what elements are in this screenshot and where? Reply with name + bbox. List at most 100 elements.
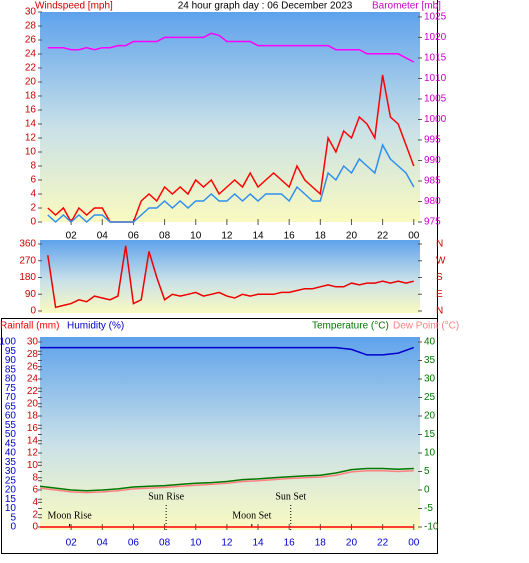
x-tick-label: 10 bbox=[190, 538, 202, 549]
y-tick-label: 10 bbox=[25, 147, 37, 158]
y2-tick-label: 40 bbox=[424, 337, 436, 348]
y-tick-label: 18 bbox=[25, 91, 37, 102]
y2-tick-label: S bbox=[436, 272, 443, 283]
x-tick-label: 18 bbox=[315, 538, 327, 549]
y-tick-label: 360 bbox=[19, 239, 36, 250]
series-line bbox=[47, 143, 415, 224]
y3-tick-label: 100 bbox=[0, 337, 16, 348]
y-tick-label: 8 bbox=[30, 161, 36, 172]
y3-tick-label: 65 bbox=[5, 401, 17, 412]
x-tick-label: 04 bbox=[97, 231, 109, 242]
sun-event: Sun Set bbox=[275, 491, 306, 502]
y-tick-label: 2 bbox=[30, 203, 36, 214]
x-tick-label: 20 bbox=[346, 231, 358, 242]
series-line bbox=[39, 470, 414, 494]
y3-tick-label: 35 bbox=[5, 457, 17, 468]
y2-tick-label: 5 bbox=[424, 466, 430, 477]
y2-tick-label: W bbox=[436, 255, 446, 266]
y3-tick-label: 30 bbox=[5, 466, 17, 477]
y3-tick-label: 55 bbox=[5, 420, 17, 431]
y-tick-label: 12 bbox=[27, 448, 39, 459]
y-tick-label: 30 bbox=[25, 7, 37, 18]
y2-tick-label: 20 bbox=[424, 411, 436, 422]
y3-tick-label: 80 bbox=[5, 374, 17, 385]
y-tick-label: 26 bbox=[25, 35, 37, 46]
y2-label: Barometer [mb] bbox=[372, 1, 441, 12]
y-tick-label: 22 bbox=[25, 63, 37, 74]
x-tick-label: 12 bbox=[221, 538, 233, 549]
y-tick-label: 28 bbox=[27, 349, 39, 360]
series-line bbox=[39, 467, 414, 492]
y3-tick-label: 75 bbox=[5, 383, 17, 394]
x-tick-label: 22 bbox=[377, 538, 389, 549]
y3-tick-label: 45 bbox=[5, 438, 17, 449]
y2-tick-label: 1015 bbox=[424, 53, 447, 64]
y2-tick-label: 35 bbox=[424, 355, 436, 366]
y3-tick-label: 60 bbox=[5, 411, 17, 422]
y2-tick-label: N bbox=[436, 306, 443, 317]
y-tick-label: 2 bbox=[32, 509, 38, 520]
y-tick-label: 20 bbox=[27, 398, 39, 409]
y3-tick-label: 20 bbox=[5, 485, 17, 496]
x-tick-label: 16 bbox=[284, 231, 296, 242]
x-tick-label: 08 bbox=[159, 231, 171, 242]
series-line bbox=[47, 74, 415, 224]
y2-tick-label: -5 bbox=[424, 503, 433, 514]
y-label: Windspeed [mph] bbox=[35, 1, 113, 12]
y-tick-label: 20 bbox=[25, 77, 37, 88]
y-tick-label: 0 bbox=[30, 217, 36, 228]
y3-tick-label: 10 bbox=[5, 503, 17, 514]
y2-tick-label: 990 bbox=[424, 155, 441, 166]
y3-tick-label: 50 bbox=[5, 429, 17, 440]
y2-tick-label: 10 bbox=[424, 448, 436, 459]
y-tick-label: 24 bbox=[25, 49, 37, 60]
y-tick-label: 14 bbox=[25, 119, 37, 130]
y-tick-label: 4 bbox=[32, 497, 38, 508]
y-tick-label: 16 bbox=[25, 105, 37, 116]
y2-tick-label: 980 bbox=[424, 196, 441, 207]
y-tick-label: 6 bbox=[30, 175, 36, 186]
frame bbox=[1, 0, 438, 554]
y-tick-label: 14 bbox=[27, 435, 39, 446]
y2-tick-label: 1020 bbox=[424, 32, 447, 43]
y3-tick-label: 0 bbox=[10, 522, 16, 533]
title: 24 hour graph day : 06 December 2023 bbox=[178, 1, 353, 12]
y-tick-label: 6 bbox=[32, 485, 38, 496]
y2-tick-label: 25 bbox=[424, 392, 436, 403]
y2-tick-label: 15 bbox=[424, 429, 436, 440]
y-tick-label: 12 bbox=[25, 133, 37, 144]
x-tick-label: 04 bbox=[97, 538, 109, 549]
y-tick-label: 24 bbox=[27, 374, 39, 385]
y-tick-label: 0 bbox=[32, 522, 38, 533]
y-tick-label: 0 bbox=[30, 306, 36, 317]
legend-entry: Rainfall (mm) bbox=[0, 321, 59, 332]
y2-tick-label: E bbox=[436, 289, 443, 300]
y-tick-label: 10 bbox=[27, 460, 39, 471]
y2-tick-label: 30 bbox=[424, 374, 436, 385]
y2-tick-label: 995 bbox=[424, 135, 441, 146]
x-tick-label: 02 bbox=[66, 231, 78, 242]
x-tick-label: 20 bbox=[346, 538, 358, 549]
y3-tick-label: 40 bbox=[5, 448, 17, 459]
x-tick-label: 06 bbox=[128, 538, 140, 549]
y2-tick-label: 1005 bbox=[424, 94, 447, 105]
moon-event: Moon Rise bbox=[48, 510, 93, 521]
y2-tick-label: 0 bbox=[424, 485, 430, 496]
y3-tick-label: 5 bbox=[10, 512, 16, 523]
y-tick-label: 180 bbox=[19, 272, 36, 283]
plot-area bbox=[40, 240, 420, 313]
plot-area bbox=[40, 337, 420, 530]
y-tick-label: 16 bbox=[27, 423, 39, 434]
sun-event: Sun Rise bbox=[148, 491, 184, 502]
y-tick-label: 270 bbox=[19, 255, 36, 266]
x-tick-label: 06 bbox=[128, 231, 140, 242]
x-tick-label: 12 bbox=[221, 231, 233, 242]
legend-entry: Dew Point (°C) bbox=[393, 321, 459, 332]
y3-tick-label: 90 bbox=[5, 355, 17, 366]
y-tick-label: 26 bbox=[27, 361, 39, 372]
y3-tick-label: 95 bbox=[5, 346, 17, 357]
x-tick-label: 14 bbox=[252, 231, 264, 242]
y2-tick-label: 1010 bbox=[424, 73, 447, 84]
y-tick-label: 8 bbox=[32, 472, 38, 483]
